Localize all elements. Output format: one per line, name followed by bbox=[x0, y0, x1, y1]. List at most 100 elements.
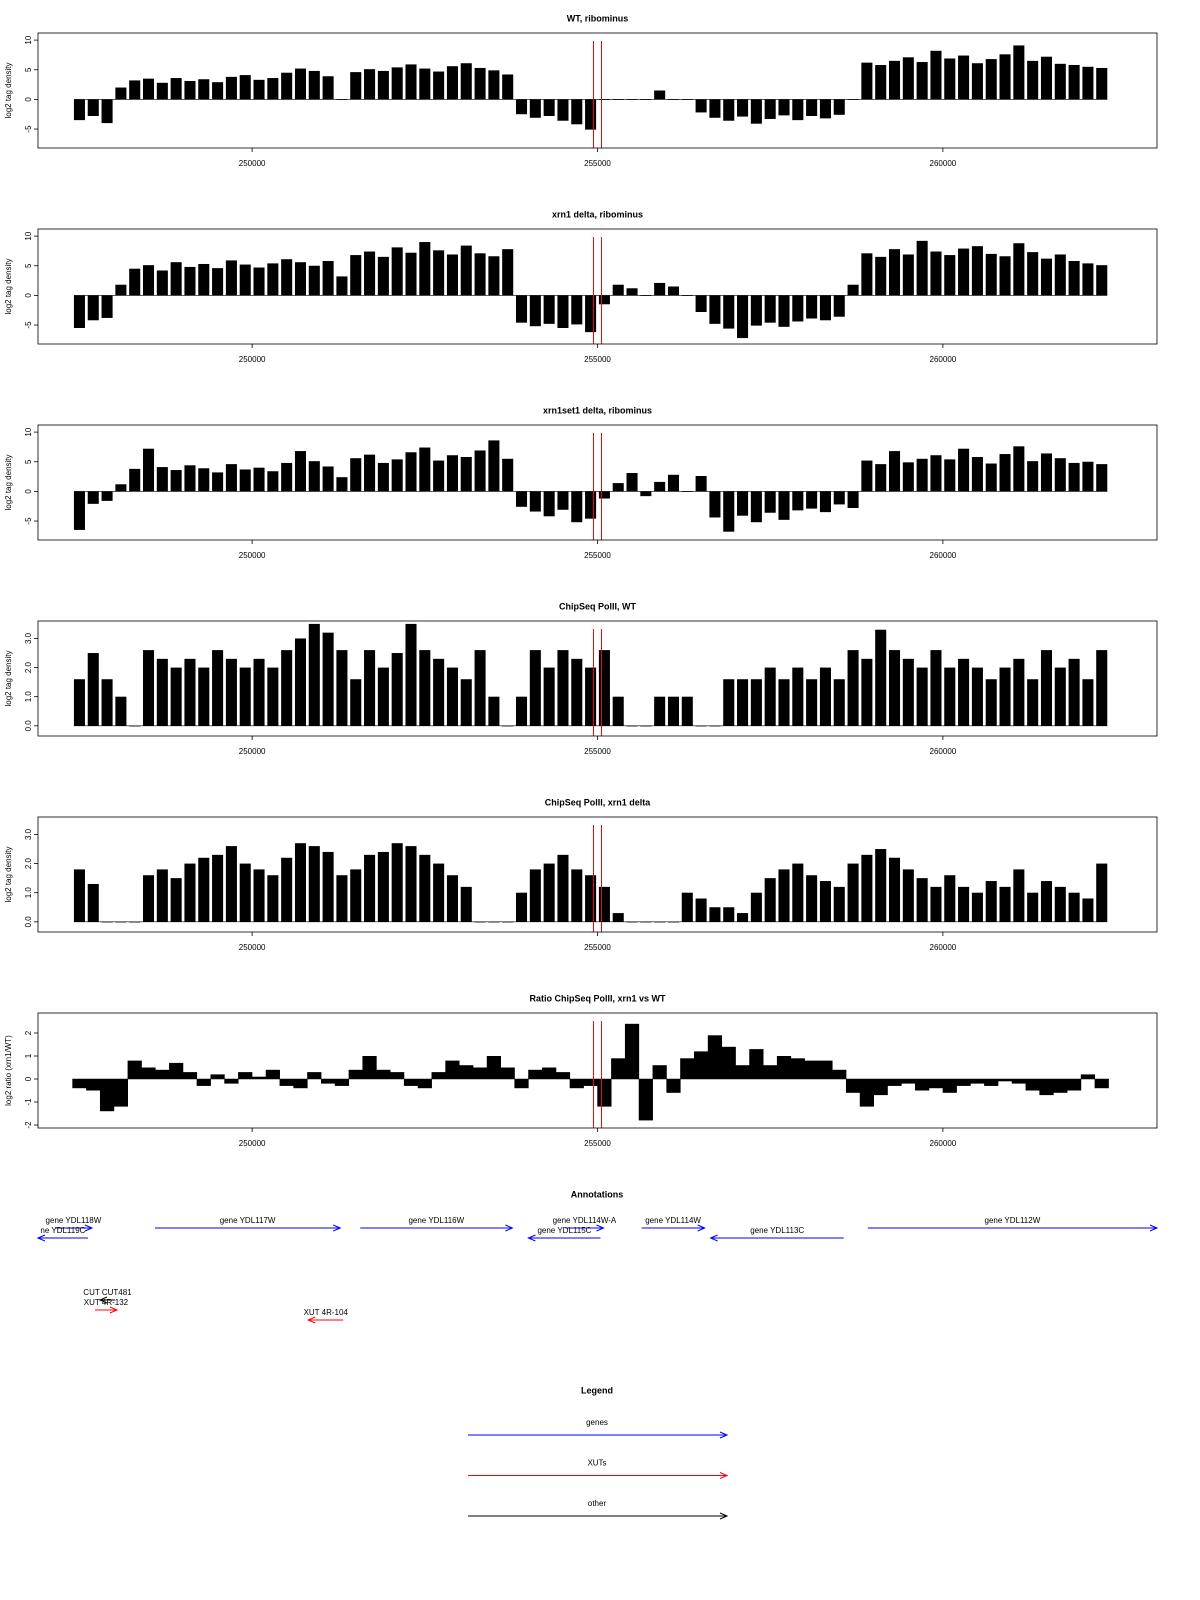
bar bbox=[115, 284, 127, 296]
bar bbox=[875, 464, 887, 492]
bar bbox=[294, 68, 307, 100]
bar bbox=[681, 892, 693, 922]
bar bbox=[156, 270, 168, 296]
area-segment bbox=[127, 1060, 142, 1080]
bar bbox=[999, 454, 1011, 492]
bar bbox=[515, 696, 528, 726]
bar bbox=[543, 863, 555, 922]
area-segment bbox=[887, 1079, 902, 1086]
bar bbox=[322, 466, 334, 492]
bar bbox=[1082, 66, 1094, 100]
x-tick-label: 255000 bbox=[584, 747, 611, 756]
bar bbox=[405, 252, 417, 296]
area-segment bbox=[749, 1049, 764, 1080]
bar bbox=[156, 869, 168, 922]
bar bbox=[474, 253, 486, 296]
bar bbox=[267, 78, 279, 100]
bar bbox=[681, 491, 693, 492]
chart-title: WT, ribominus bbox=[567, 13, 629, 23]
area-segment bbox=[956, 1079, 971, 1086]
bar bbox=[598, 295, 610, 305]
bar bbox=[239, 863, 251, 922]
y-tick-label: 0.0 bbox=[24, 916, 33, 928]
x-tick-label: 260000 bbox=[930, 355, 957, 364]
bar bbox=[460, 457, 472, 492]
bar bbox=[212, 650, 224, 726]
y-tick-label: 0 bbox=[24, 1076, 33, 1081]
bar bbox=[239, 264, 251, 296]
bar bbox=[557, 295, 569, 328]
bar bbox=[529, 869, 541, 922]
bar bbox=[847, 650, 859, 726]
area-segment bbox=[169, 1062, 184, 1080]
bar bbox=[1068, 65, 1080, 100]
bar bbox=[1068, 261, 1080, 296]
y-tick-label: 3.0 bbox=[24, 828, 33, 840]
bar bbox=[419, 68, 431, 100]
bar bbox=[819, 881, 831, 922]
bar bbox=[861, 658, 873, 726]
area-segment bbox=[141, 1067, 156, 1080]
bar bbox=[985, 463, 997, 492]
bar bbox=[281, 72, 293, 100]
arrow-head bbox=[84, 1224, 94, 1232]
x-tick-label: 250000 bbox=[239, 1139, 266, 1148]
bar bbox=[87, 491, 99, 504]
bar bbox=[750, 99, 762, 124]
arrow-head bbox=[333, 1224, 342, 1232]
gene-label: gene YDL118W bbox=[46, 1216, 102, 1225]
bar bbox=[405, 64, 417, 100]
annotations-title: Annotations bbox=[571, 1189, 624, 1199]
bar bbox=[1040, 453, 1053, 492]
bar bbox=[1027, 60, 1039, 100]
bar bbox=[875, 256, 887, 296]
bar bbox=[833, 679, 845, 726]
bar bbox=[806, 295, 818, 319]
bar bbox=[281, 650, 293, 726]
bar bbox=[184, 863, 196, 922]
area-segment bbox=[901, 1079, 916, 1084]
bar bbox=[115, 696, 127, 726]
bar bbox=[1054, 886, 1066, 922]
bar bbox=[267, 667, 279, 726]
bar bbox=[212, 268, 224, 296]
area-segment bbox=[307, 1072, 322, 1080]
bar bbox=[971, 667, 983, 726]
feature-label: CUT CUT481 bbox=[83, 1288, 132, 1297]
bar bbox=[294, 843, 307, 922]
area-segment bbox=[915, 1079, 930, 1091]
bar bbox=[529, 650, 541, 726]
bar bbox=[460, 886, 472, 922]
bar bbox=[170, 878, 182, 922]
area-segment bbox=[542, 1067, 557, 1080]
bar bbox=[764, 667, 776, 726]
chart-title: ChipSeq PolII, xrn1 delta bbox=[545, 797, 652, 807]
area-segment bbox=[1067, 1079, 1082, 1091]
bar bbox=[723, 491, 735, 532]
bar bbox=[1040, 56, 1053, 100]
bar bbox=[391, 67, 403, 100]
bar bbox=[253, 467, 265, 492]
y-axis-label: log2 ratio (xrn1/WT) bbox=[4, 1035, 13, 1106]
bar bbox=[1068, 892, 1080, 922]
bar bbox=[308, 70, 320, 100]
bar bbox=[405, 846, 417, 922]
bar bbox=[253, 869, 265, 922]
area-segment bbox=[1025, 1079, 1040, 1091]
bar bbox=[377, 851, 389, 922]
bar bbox=[1096, 464, 1108, 492]
bar bbox=[985, 679, 997, 726]
arrow-head bbox=[709, 1234, 718, 1242]
bar bbox=[737, 99, 749, 117]
bar bbox=[1054, 254, 1066, 296]
bar bbox=[902, 658, 914, 726]
bar bbox=[488, 256, 500, 296]
x-tick-label: 250000 bbox=[239, 355, 266, 364]
bar bbox=[557, 491, 569, 510]
legend-label: genes bbox=[586, 1418, 608, 1427]
bar bbox=[875, 65, 887, 100]
bar bbox=[350, 679, 362, 726]
y-tick-label: 2.0 bbox=[24, 661, 33, 673]
bar bbox=[156, 658, 168, 726]
